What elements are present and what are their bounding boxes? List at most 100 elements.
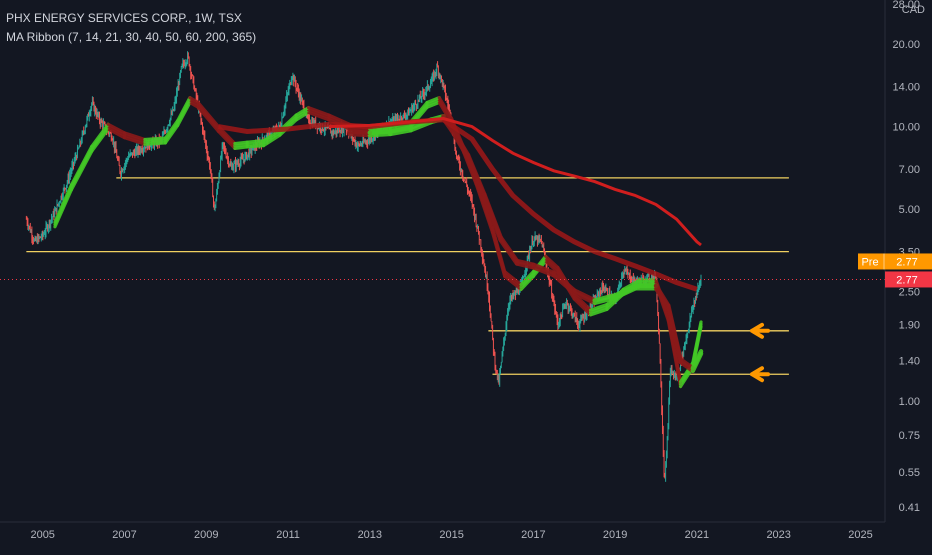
ma-fast-1-segment-6 (143, 141, 167, 146)
ma-fast-1-segment-17 (306, 110, 331, 122)
ma-mid-1-segment-3 (388, 127, 413, 137)
ma-mid-2-segment-1 (347, 129, 373, 136)
x-tick-label-0: 2005 (30, 529, 54, 541)
ma-fast-3-segment-1 (53, 183, 73, 224)
ma-mid-2-segment-13 (551, 270, 577, 293)
ma-fast-3-segment-30 (519, 270, 535, 287)
y-tick-label-10: 1.00 (899, 396, 920, 408)
ma-fast-3-segment-35 (589, 302, 609, 312)
ma-fast-2-segment-13 (245, 141, 266, 147)
x-tick-label-5: 2015 (439, 529, 463, 541)
price-candles (25, 51, 702, 482)
x-tick-label-3: 2011 (276, 529, 300, 541)
ma-fast-3-segment-17 (306, 106, 331, 117)
ma-fast-3-segment-7 (163, 119, 180, 140)
last-price-badge-text: 2.77 (896, 274, 917, 286)
y-tick-label-3: 10.00 (892, 122, 920, 134)
ma-fast-2-segment-23 (425, 98, 441, 107)
ma-fast-2-segment-17 (306, 108, 331, 120)
annotation-arrows (750, 322, 770, 383)
y-tick-label-13: 0.41 (899, 502, 920, 514)
ma-fast-3-segment-22 (409, 100, 429, 124)
y-tick-label-2: 14.00 (892, 82, 920, 94)
chart-title: PHX ENERGY SERVICES CORP., 1W, TSX (6, 11, 242, 25)
currency-label: CAD (901, 4, 925, 16)
ma-mid-2-segment-8 (465, 152, 487, 197)
ma-fast-1-segment-12 (233, 145, 249, 150)
ma-mid-2-segment-21 (690, 349, 704, 371)
ma-fast-1-segment-30 (519, 274, 535, 292)
ma-fast-1-segment-23 (425, 100, 441, 109)
y-tick-label-12: 0.55 (899, 467, 920, 479)
ma-fast-2-segment-16 (294, 108, 311, 120)
ma-fast-3-segment-8 (176, 96, 192, 123)
ma-fast-3-segment-42 (691, 320, 703, 365)
x-tick-label-8: 2021 (685, 529, 709, 541)
support-lines (26, 177, 789, 375)
ma-fast-2-segment-11 (216, 127, 237, 148)
ma-mid-2-segment-9 (482, 192, 503, 240)
ma-200-line (218, 117, 698, 292)
x-tick-label-6: 2017 (521, 529, 545, 541)
arrow-left-icon-2 (750, 366, 770, 383)
ma-fast-2-segment-5 (122, 133, 147, 144)
ma-fast-2-segment-30 (519, 272, 535, 289)
indicator-label: MA Ribbon (7, 14, 21, 30, 40, 50, 60, 20… (6, 30, 257, 44)
ma-fast-2-segment-29 (503, 272, 523, 289)
x-tick-label-1: 2007 (112, 529, 136, 541)
ma-mid-2-segment-16 (612, 283, 638, 298)
y-tick-label-5: 5.00 (899, 204, 920, 216)
ma-mid-2-segment-14 (572, 288, 597, 303)
ma-fast-3-segment-29 (503, 270, 523, 287)
arrow-left-icon-1 (750, 322, 770, 339)
ma-fast-1-segment-34 (572, 297, 593, 317)
ma-mid-2-segment-12 (531, 262, 557, 276)
ma-fast-2-segment-4 (106, 125, 127, 137)
x-tick-label-7: 2019 (603, 529, 627, 541)
y-tick-label-7: 2.50 (899, 287, 920, 299)
ma-fast-1-segment-13 (245, 143, 266, 149)
ma-mid-1-segment-2 (367, 131, 393, 138)
ma-fast-3-segment-13 (245, 139, 266, 144)
ma-fast-3-segment-32 (544, 254, 560, 270)
ma-fast-1-segment-5 (122, 136, 147, 146)
ma-mid-2-segment-7 (449, 125, 471, 158)
x-tick-label-10: 2025 (848, 529, 872, 541)
ma-fast-2-segment-21 (388, 122, 413, 131)
y-tick-label-0: 28.00 (892, 0, 920, 11)
ma-365-line (328, 116, 702, 247)
ma-fast-3-segment-6 (143, 136, 167, 142)
ma-fast-3-segment-10 (196, 100, 221, 129)
ma-fast-1-segment-29 (503, 274, 523, 292)
y-tick-label-4: 7.00 (899, 164, 920, 176)
ma-fast-3-segment-4 (106, 122, 127, 135)
ma-fast-3-segment-28 (490, 225, 507, 274)
ma-fast-2-segment-35 (589, 305, 609, 315)
ma-mid-2-segment-11 (514, 258, 536, 268)
x-tick-label-9: 2023 (766, 529, 790, 541)
y-tick-label-9: 1.40 (899, 356, 920, 368)
y-tick-label-6: 3.50 (899, 247, 920, 259)
ma-fast-3-segment-16 (294, 106, 311, 117)
y-tick-label-11: 0.75 (899, 430, 920, 442)
pre-market-badge-label: Pre (861, 256, 878, 268)
ma-mid-2-segment-19 (666, 303, 683, 362)
ma-fast-3-segment-12 (233, 140, 249, 146)
ma-fast-1-segment-4 (106, 127, 127, 140)
ma-fast-2-segment-32 (544, 257, 560, 272)
y-tick-label-8: 1.90 (899, 319, 920, 331)
ma-fast-2-segment-34 (572, 294, 593, 315)
ma-fast-2-segment-14 (261, 131, 282, 145)
x-tick-label-2: 2009 (194, 529, 218, 541)
time-axis: 2005 2007 2009 2011 2013 2015 2017 2019 2021 2023… (0, 521, 885, 541)
price-axis: 20.00 14.00 10.00 7.00 5.00 3.50 2.50 1.90 1.40 1… (858, 0, 932, 522)
ma-mid-2-segment-10 (498, 235, 520, 264)
ma-fast-3-segment-23 (425, 96, 441, 105)
ma-fast-1-segment-16 (294, 110, 311, 122)
ma-fast-3-segment-2 (69, 144, 94, 187)
ma-mid-2-segment-18 (653, 283, 671, 308)
x-tick-label-4: 2013 (358, 529, 382, 541)
ma-mid-2-segment-2 (367, 129, 393, 136)
